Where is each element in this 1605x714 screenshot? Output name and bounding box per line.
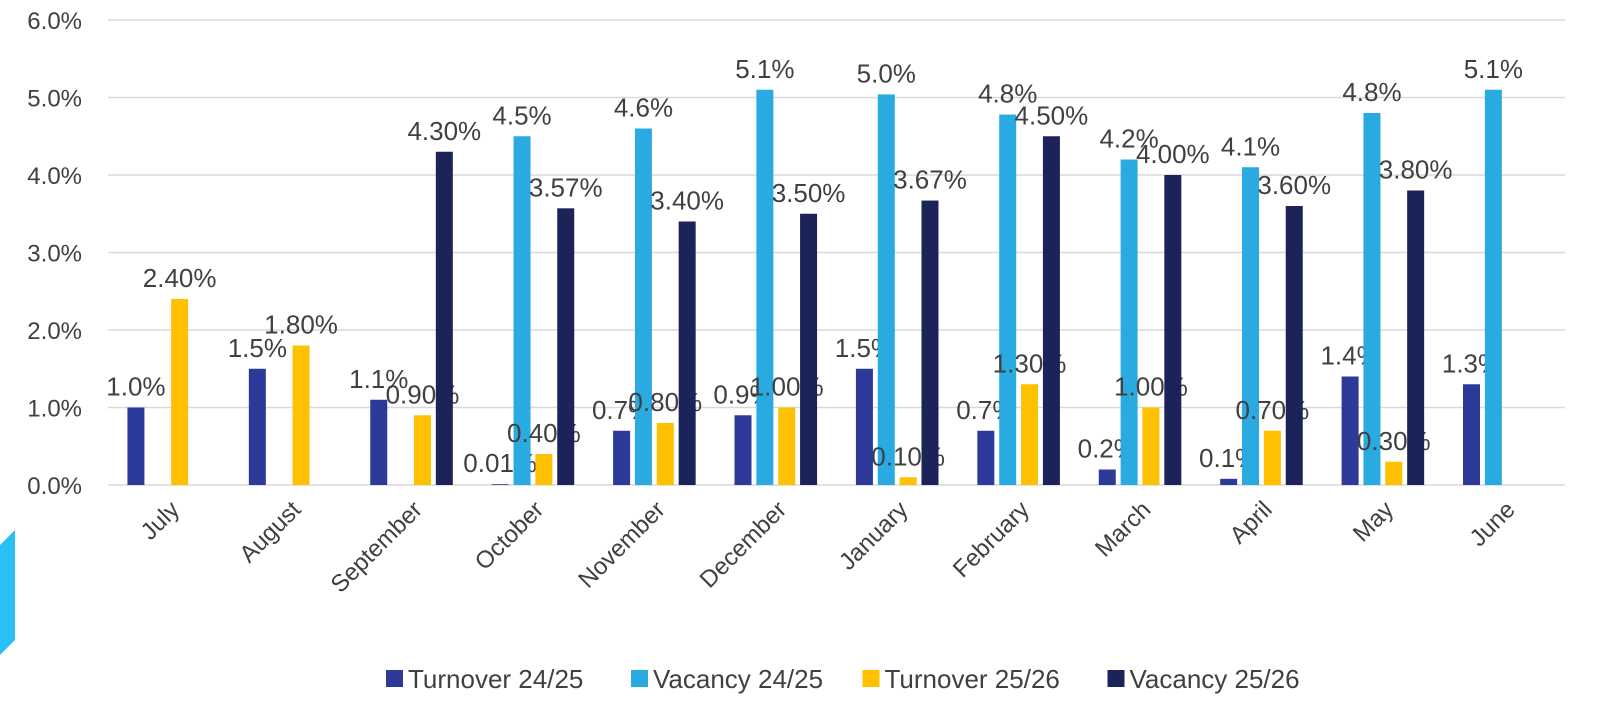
value-label: 3.50%: [772, 178, 846, 208]
bar: [1341, 376, 1359, 485]
bar: [1463, 384, 1481, 485]
bar: [1385, 461, 1403, 485]
legend-swatch: [631, 670, 648, 687]
value-label: 4.00%: [1136, 139, 1210, 169]
x-tick-label: July: [136, 496, 185, 545]
value-label: 1.0%: [106, 372, 165, 402]
value-label: 1.1%: [349, 364, 408, 394]
decoration: [0, 530, 15, 655]
value-label: 5.1%: [735, 54, 794, 84]
bar: [1363, 113, 1381, 485]
legend-swatch: [386, 670, 403, 687]
value-label: 3.60%: [1257, 170, 1331, 200]
bar: [491, 484, 509, 485]
legend-label: Turnover 24/25: [408, 664, 583, 694]
value-label: 2.40%: [143, 263, 217, 293]
x-tick-label: August: [234, 496, 306, 568]
bar: [877, 94, 895, 486]
y-tick-label: 5.0%: [27, 86, 82, 113]
bar: [1142, 407, 1160, 485]
bar: [1407, 190, 1425, 485]
bar: [1242, 167, 1260, 485]
value-label: 3.67%: [893, 165, 967, 195]
legend-swatch: [862, 670, 880, 687]
x-tick-label: May: [1348, 496, 1399, 547]
value-label: 4.30%: [407, 116, 481, 146]
value-label: 4.6%: [614, 93, 673, 123]
bar: [535, 454, 553, 485]
value-label: 4.5%: [492, 100, 551, 130]
bar: [292, 345, 310, 485]
bar: [1484, 89, 1502, 485]
value-label: 3.57%: [529, 172, 603, 202]
bar: [513, 136, 531, 485]
bar: [678, 221, 696, 485]
x-tick-label: February: [948, 496, 1035, 583]
bar: [1263, 430, 1281, 485]
y-tick-label: 0.0%: [27, 473, 82, 500]
y-tick-label: 6.0%: [27, 8, 82, 35]
value-label: 3.40%: [650, 186, 724, 216]
x-tick-label: March: [1090, 496, 1156, 562]
bar: [127, 407, 145, 485]
bar: [370, 399, 388, 485]
bar: [977, 430, 995, 485]
x-tick-label: June: [1465, 496, 1521, 552]
bar: [435, 151, 453, 485]
value-label: 5.1%: [1464, 54, 1523, 84]
bar: [248, 368, 266, 485]
bar: [613, 430, 631, 485]
x-tick-label: October: [470, 496, 549, 575]
bar: [1021, 384, 1039, 485]
x-tick-label: January: [834, 496, 913, 575]
x-tick-label: November: [573, 496, 670, 593]
value-label: 4.8%: [978, 79, 1037, 109]
legend: Turnover 24/25 Vacancy 24/25 Turnover 25/2…: [386, 664, 1300, 694]
y-tick-label: 2.0%: [27, 318, 82, 345]
y-tick-label: 3.0%: [27, 241, 82, 268]
y-tick-label: 4.0%: [27, 163, 82, 190]
y-tick-label: 1.0%: [27, 396, 82, 423]
bar: [756, 89, 774, 485]
bar: [999, 114, 1017, 486]
bar: [1285, 206, 1303, 485]
bar: [171, 299, 189, 485]
value-label: 4.50%: [1015, 100, 1089, 130]
value-label: 4.1%: [1221, 131, 1280, 161]
bar: [634, 128, 652, 485]
bar: [778, 407, 796, 485]
bar: [855, 368, 873, 485]
bar: [921, 200, 939, 485]
value-label: 1.5%: [228, 333, 287, 363]
bar: [1098, 469, 1116, 485]
x-tick-label: December: [695, 496, 792, 593]
value-label: 4.2%: [1099, 124, 1158, 154]
legend-label: Vacancy 24/25: [653, 664, 823, 694]
bar: [1120, 159, 1138, 485]
legend-swatch: [1107, 670, 1125, 687]
x-tick-label: September: [326, 496, 428, 598]
bar: [734, 415, 752, 485]
bar: [557, 208, 575, 485]
bar: [656, 423, 674, 485]
legend-label: Turnover 25/26: [885, 664, 1060, 694]
bar: [800, 213, 818, 485]
bar: [1042, 136, 1060, 485]
value-label: 4.8%: [1342, 77, 1401, 107]
bar: [413, 415, 431, 485]
bar: [1220, 478, 1238, 485]
value-label: 1.80%: [264, 310, 338, 340]
bar: [1164, 175, 1182, 485]
value-label: 5.0%: [857, 58, 916, 88]
bar: [899, 477, 917, 485]
value-label: 3.80%: [1379, 155, 1453, 185]
x-tick-label: April: [1225, 496, 1278, 549]
legend-label: Vacancy 25/26: [1130, 664, 1300, 694]
